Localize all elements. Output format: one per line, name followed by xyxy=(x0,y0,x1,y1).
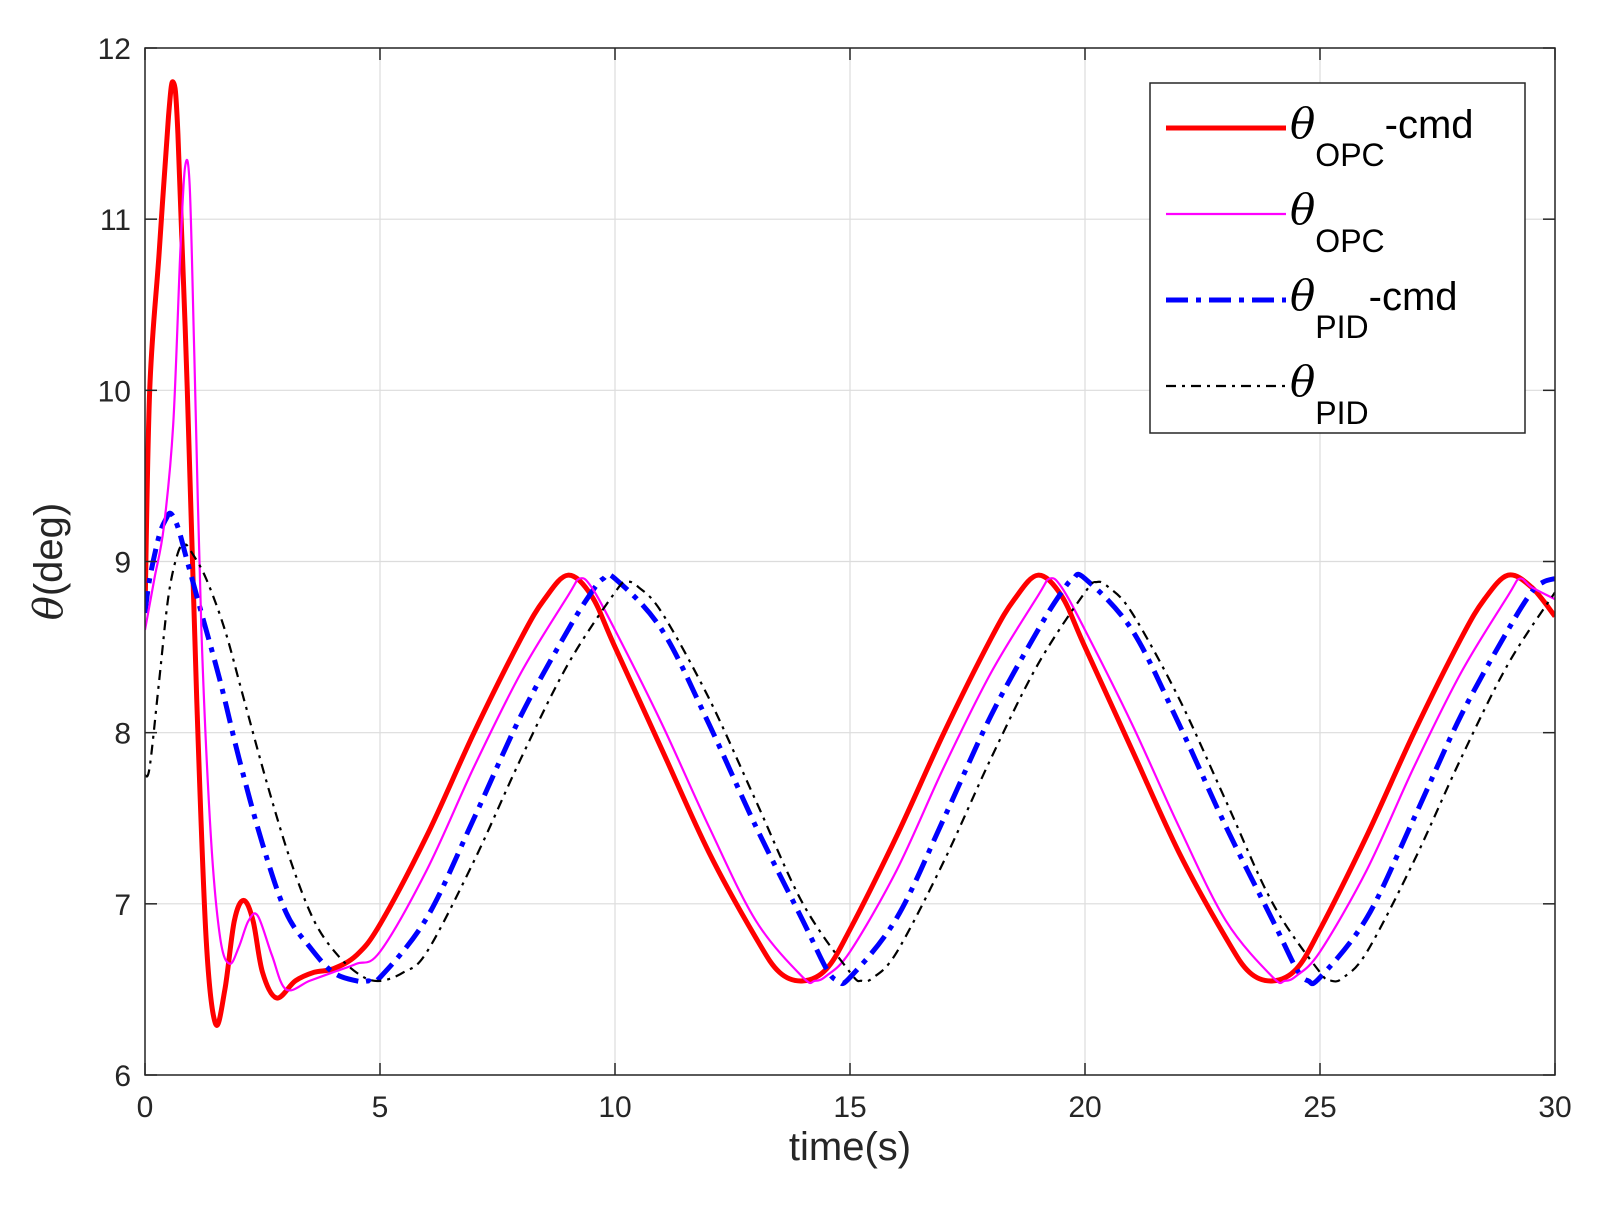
x-tick-label: 0 xyxy=(137,1091,154,1124)
y-tick-label: 7 xyxy=(114,889,131,922)
y-tick-label: 11 xyxy=(100,204,131,237)
x-tick-label: 15 xyxy=(833,1091,866,1124)
legend-suffix: -cmd xyxy=(1385,103,1474,147)
series-line-2 xyxy=(145,158,1555,992)
y-tick-label: 9 xyxy=(114,547,131,580)
y-tick-label: 6 xyxy=(114,1060,131,1093)
y-axis-label: θ(deg) xyxy=(26,503,72,620)
x-tick-label: 20 xyxy=(1068,1091,1101,1124)
x-tick-label: 5 xyxy=(372,1091,389,1124)
series-line-1 xyxy=(145,79,1555,1028)
y-axis-label-unit: (deg) xyxy=(27,503,71,596)
x-axis-ticks: 0 5 10 15 20 25 30 xyxy=(137,48,1572,1124)
legend-symbol: θ xyxy=(1290,185,1315,234)
y-tick-label: 10 xyxy=(98,375,131,408)
legend-label-3: θPID-cmd xyxy=(1290,271,1458,345)
legend-subscript: OPC xyxy=(1315,137,1384,173)
y-axis-ticks: 6 7 8 9 10 11 12 xyxy=(98,33,1555,1093)
legend-symbol: θ xyxy=(1290,99,1315,148)
series-line-3 xyxy=(145,510,1555,987)
legend-label-1: θOPC-cmd xyxy=(1290,99,1474,173)
legend-subscript: OPC xyxy=(1315,223,1384,259)
legend-label-2: θOPC xyxy=(1290,185,1385,259)
legend-symbol: θ xyxy=(1290,271,1315,320)
x-axis-label: time(s) xyxy=(789,1125,911,1169)
x-tick-label: 25 xyxy=(1303,1091,1336,1124)
y-axis-label-symbol: θ xyxy=(26,596,72,620)
x-tick-label: 10 xyxy=(598,1091,631,1124)
legend-suffix: -cmd xyxy=(1369,275,1458,319)
x-tick-label: 30 xyxy=(1538,1091,1571,1124)
y-tick-label: 12 xyxy=(98,33,131,66)
legend-subscript: PID xyxy=(1315,395,1368,431)
legend-subscript: PID xyxy=(1315,309,1368,345)
series-line-4 xyxy=(145,543,1555,983)
series-group xyxy=(145,79,1555,1028)
y-tick-label: 8 xyxy=(114,718,131,751)
legend-box xyxy=(1149,82,1526,434)
legend-symbol: θ xyxy=(1290,357,1315,406)
legend-label-4: θPID xyxy=(1290,357,1369,431)
